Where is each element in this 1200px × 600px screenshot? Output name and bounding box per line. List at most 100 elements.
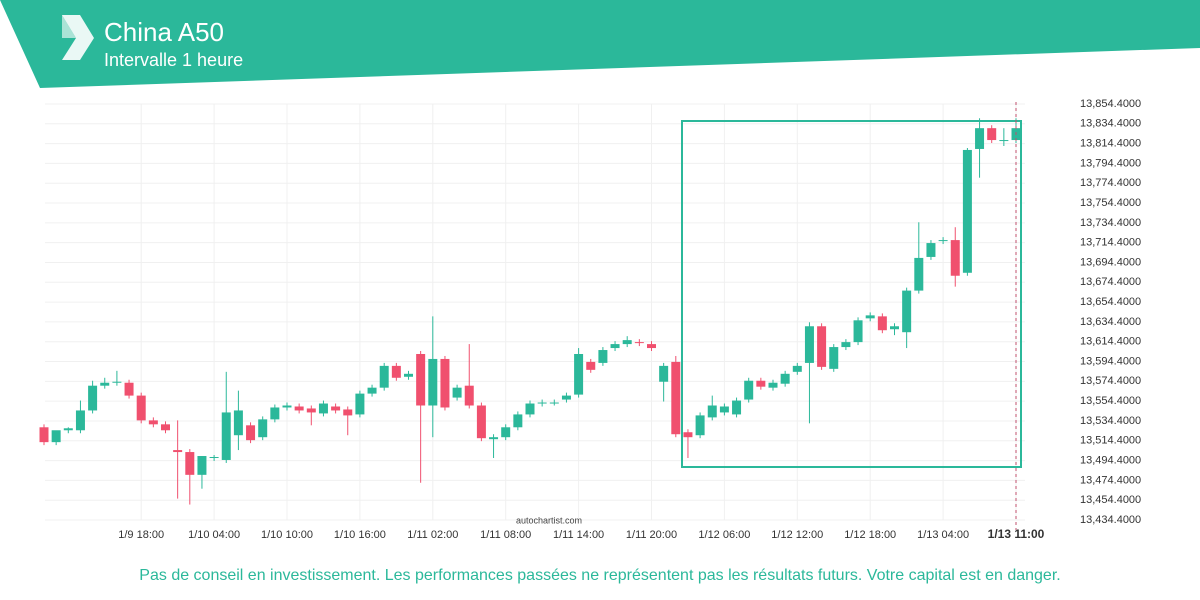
candle-body (185, 452, 195, 475)
x-tick-label: 1/11 02:00 (407, 529, 458, 541)
candle-body (112, 381, 122, 383)
candle-body (695, 415, 705, 436)
candle-body (914, 257, 924, 291)
candle-body (537, 402, 547, 404)
y-tick-label: 13,614.4000 (1080, 336, 1141, 348)
candle-body (999, 140, 1009, 142)
y-tick-label: 13,554.4000 (1080, 395, 1141, 407)
watermark: autochartist.com (516, 515, 582, 525)
candle-body (88, 385, 98, 411)
candle-body (975, 128, 985, 149)
candle-body (440, 358, 450, 408)
x-tick-label: 1/11 08:00 (480, 529, 531, 541)
candle-body (707, 405, 717, 418)
x-tick-label: 1/12 06:00 (698, 529, 750, 541)
candle-body (489, 437, 499, 440)
x-tick-label: 1/12 18:00 (844, 529, 896, 541)
candle-body (501, 427, 511, 438)
candle-body (561, 395, 571, 400)
candle-body (75, 410, 85, 431)
candle-body (574, 353, 584, 395)
x-tick-label: 1/11 20:00 (626, 529, 677, 541)
logo-facet (62, 15, 76, 38)
candle-body (792, 365, 802, 372)
x-tick-label: 1/13 04:00 (917, 529, 969, 541)
plot: 13,434.4000 13,454.4000 13,474.4000 13,494.… (39, 98, 1141, 541)
x-tick-label: 1/13 11:00 (988, 527, 1045, 541)
candle-body (598, 350, 608, 363)
candle-body (367, 387, 377, 394)
candle-body (865, 315, 875, 319)
candle-body (890, 326, 899, 330)
y-tick-label: 13,634.4000 (1080, 316, 1141, 328)
y-tick-label: 13,654.4000 (1080, 296, 1141, 308)
candle-body (306, 408, 316, 413)
y-tick-label: 13,594.4000 (1080, 355, 1141, 367)
y-tick-label: 13,534.4000 (1080, 415, 1141, 427)
x-tick-label: 1/12 12:00 (771, 529, 823, 541)
x-tick-label: 1/9 18:00 (118, 529, 164, 541)
logo (62, 15, 94, 60)
candle-body (549, 402, 559, 404)
candle-body (63, 428, 73, 431)
candle-body (355, 393, 365, 415)
y-tick-label: 13,514.4000 (1080, 435, 1141, 447)
candle-body (416, 353, 426, 406)
x-tick-label: 1/10 16:00 (334, 529, 386, 541)
header-band (0, 0, 1200, 88)
candle-body (926, 243, 936, 257)
candle-body (659, 365, 669, 382)
candle-body (744, 380, 754, 400)
candle-body (161, 424, 170, 431)
candle-body (452, 387, 462, 398)
candle-body (902, 290, 912, 333)
candle-body (877, 316, 887, 331)
candle-body (622, 340, 632, 345)
candle-body (270, 407, 280, 420)
disclaimer: Pas de conseil en investissement. Les pe… (139, 567, 1060, 584)
y-tick-label: 13,474.4000 (1080, 474, 1141, 486)
y-tick-label: 13,774.4000 (1080, 177, 1141, 189)
y-tick-label: 13,574.4000 (1080, 375, 1141, 387)
candle-body (586, 361, 596, 370)
y-tick-label: 13,734.4000 (1080, 217, 1141, 229)
candle-body (318, 403, 328, 414)
candle-body (987, 128, 997, 141)
candle-body (768, 382, 778, 388)
candle-body (404, 373, 413, 377)
candle-body (331, 406, 341, 411)
candle-body (233, 410, 243, 436)
candle-body (258, 419, 268, 438)
candle-body (136, 395, 146, 421)
y-tick-label: 13,454.4000 (1080, 494, 1141, 506)
candle-body (962, 149, 972, 273)
candle-body (148, 420, 158, 425)
y-tick-label: 13,494.4000 (1080, 454, 1141, 466)
candle-body (829, 347, 839, 369)
candle-body (525, 403, 535, 415)
y-tick-label: 13,714.4000 (1080, 237, 1141, 249)
y-tick-label: 13,794.4000 (1080, 157, 1141, 169)
y-tick-label: 13,674.4000 (1080, 276, 1141, 288)
pattern-box (681, 120, 1022, 468)
candle-body (124, 382, 134, 396)
candle-body (379, 365, 389, 388)
candle-body (343, 409, 353, 416)
x-tick-label: 1/10 10:00 (261, 529, 313, 541)
y-tick-label: 13,834.4000 (1080, 118, 1141, 130)
candle-body (173, 450, 183, 453)
candle-body (391, 365, 401, 378)
candle-body (610, 344, 620, 349)
y-tick-label: 13,694.4000 (1080, 256, 1141, 268)
candle-body (209, 457, 219, 459)
candle-body (100, 382, 110, 386)
candle-body (197, 456, 207, 475)
candle-body (476, 405, 486, 439)
y-tick-label: 13,854.4000 (1080, 98, 1141, 110)
candle-body (938, 240, 948, 242)
candle-body (841, 342, 851, 348)
candle-body (294, 406, 304, 411)
candle-body (950, 240, 960, 276)
candle-body (683, 432, 693, 438)
